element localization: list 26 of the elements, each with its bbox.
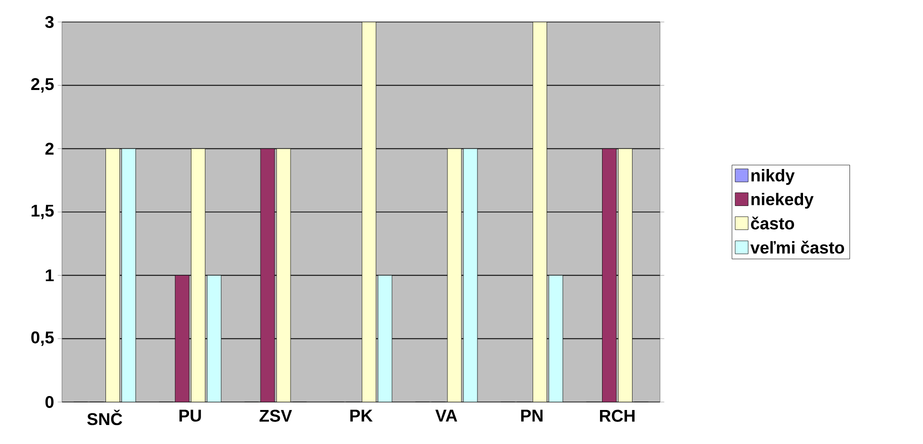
y-tick-label: 0 bbox=[45, 396, 54, 408]
y-tick-label: 2 bbox=[45, 142, 54, 155]
x-tick-label: PN bbox=[521, 410, 543, 422]
x-tick-label: PU bbox=[179, 410, 201, 422]
y-tick-label: 3 bbox=[45, 16, 54, 28]
bar bbox=[174, 275, 190, 402]
y-tick-label: 0,5 bbox=[31, 331, 54, 346]
y-tick-label: 1,5 bbox=[32, 204, 54, 220]
bar bbox=[602, 148, 616, 402]
x-tick-label: ZSV bbox=[260, 410, 292, 422]
bar bbox=[378, 275, 392, 402]
x-tick-label: SNČ bbox=[87, 410, 122, 426]
legend-label: veľmi často bbox=[750, 240, 844, 254]
bar bbox=[206, 275, 222, 402]
bar bbox=[548, 275, 564, 402]
x-tick-label: RCH bbox=[600, 410, 635, 422]
legend-label: často bbox=[751, 216, 794, 230]
legend-label: niekedy bbox=[751, 192, 814, 209]
y-tick-label: 2,5 bbox=[31, 78, 54, 93]
x-tick-label: PK bbox=[350, 410, 373, 422]
x-tick-label: VA bbox=[435, 410, 458, 422]
bar bbox=[122, 148, 136, 402]
bar bbox=[463, 148, 478, 402]
bar bbox=[260, 148, 275, 402]
legend-label: nikdy bbox=[751, 169, 795, 185]
y-tick-label: 1 bbox=[46, 269, 54, 282]
